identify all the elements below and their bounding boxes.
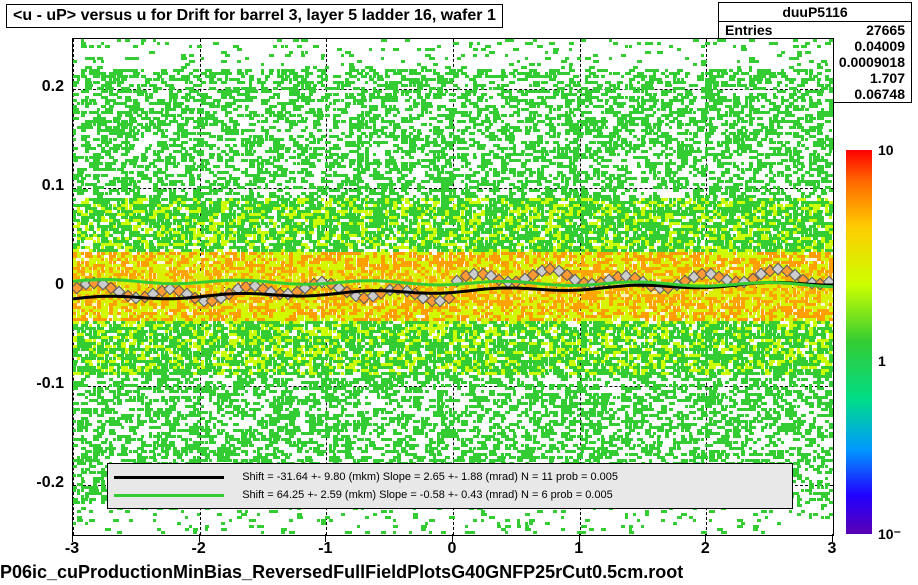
x-tick-label: 1	[574, 540, 583, 558]
stats-label: Entries	[725, 22, 772, 38]
file-caption: P06ic_cuProductionMinBias_ReversedFullFi…	[0, 562, 683, 583]
legend-text: Shift = 64.25 +- 2.59 (mkm) Slope = -0.5…	[242, 489, 613, 501]
fit-line	[73, 280, 833, 287]
x-tick-label: 3	[828, 540, 837, 558]
y-tick-label: -0.1	[0, 375, 64, 393]
legend-swatch	[114, 476, 224, 479]
legend: Shift = -31.64 +- 9.80 (mkm) Slope = 2.6…	[107, 463, 793, 509]
stats-row: Entries 27665	[719, 22, 911, 38]
colorbar-tick-label: 10	[878, 142, 894, 158]
x-tick-label: 0	[448, 540, 457, 558]
colorbar-tick-label: 10⁻	[878, 526, 901, 543]
legend-row: Shift = -31.64 +- 9.80 (mkm) Slope = 2.6…	[114, 468, 786, 486]
legend-swatch	[114, 494, 224, 497]
stats-value: 1.707	[870, 70, 905, 86]
y-tick-label: -0.2	[0, 474, 64, 492]
legend-text: Shift = -31.64 +- 9.80 (mkm) Slope = 2.6…	[242, 471, 618, 483]
x-tick-label: -1	[318, 540, 332, 558]
colorbar-tick-label: 1	[878, 353, 886, 369]
plot-area: Shift = -31.64 +- 9.80 (mkm) Slope = 2.6…	[72, 38, 834, 536]
stats-value: 27665	[866, 22, 905, 38]
stats-name: duuP5116	[719, 3, 911, 22]
stats-value: 0.06748	[854, 86, 905, 102]
gridline	[833, 39, 834, 535]
colorbar	[846, 150, 872, 534]
x-tick-label: 2	[701, 540, 710, 558]
y-tick-label: 0	[0, 276, 64, 294]
x-tick-label: -3	[65, 540, 79, 558]
plot-title: <u - uP> versus u for Drift for barrel 3…	[6, 4, 503, 28]
legend-row: Shift = 64.25 +- 2.59 (mkm) Slope = -0.5…	[114, 486, 786, 504]
stats-value: 0.04009	[854, 38, 905, 54]
stats-value: 0.0009018	[839, 54, 905, 70]
y-tick-label: 0.2	[0, 78, 64, 96]
y-tick-label: 0.1	[0, 177, 64, 195]
x-tick-label: -2	[192, 540, 206, 558]
fit-lines	[73, 39, 833, 535]
